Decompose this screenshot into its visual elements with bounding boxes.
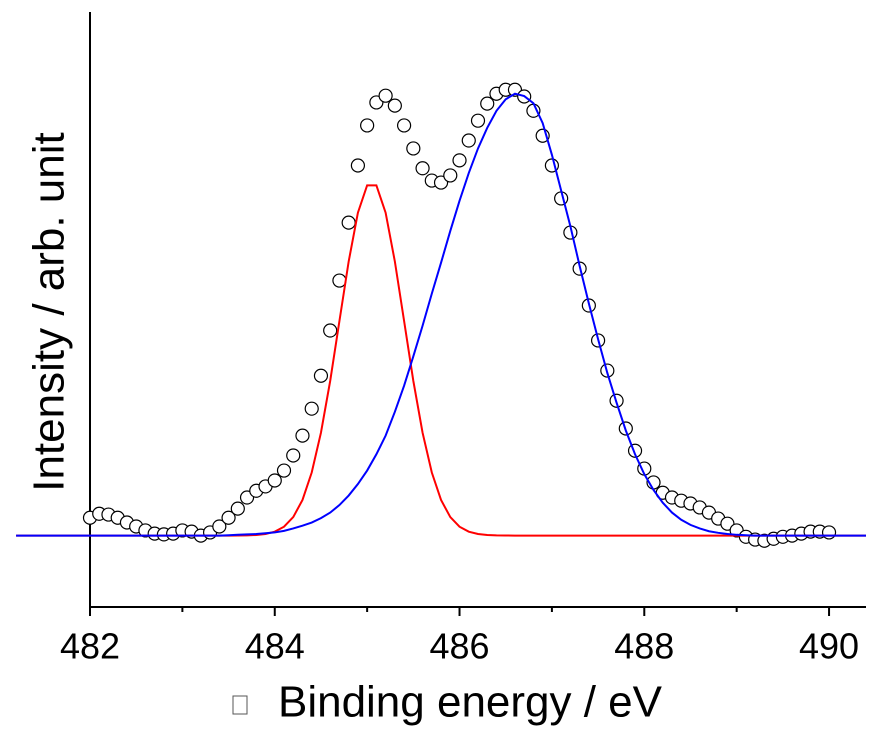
data-point [470, 113, 486, 128]
data-point [332, 273, 347, 288]
data-point [304, 401, 319, 416]
data-point [360, 118, 375, 133]
x-tick-label: 482 [60, 626, 120, 667]
data-point [267, 473, 282, 488]
data-point [323, 323, 338, 338]
data-point [452, 153, 467, 168]
data-point [480, 96, 495, 111]
data-point [433, 175, 449, 190]
x-tick-label: 488 [614, 626, 674, 667]
data-point [295, 428, 310, 443]
data-point [406, 141, 421, 156]
fit-curve [16, 92, 866, 537]
data-point [461, 133, 476, 148]
data-point [821, 525, 837, 540]
data-point [341, 215, 356, 230]
data-point [387, 98, 402, 113]
data-point [212, 519, 227, 534]
data-point [276, 463, 292, 478]
data-point [230, 501, 245, 516]
x-tick-label: 490 [799, 626, 859, 667]
x-tick-label: 486 [429, 626, 489, 667]
data-point [286, 448, 301, 463]
data-point [221, 510, 236, 525]
x-axis-label: Binding energy / eV [278, 678, 663, 727]
data-point [378, 88, 393, 103]
data-point [313, 368, 329, 383]
data-point [396, 118, 412, 133]
data-point [350, 158, 366, 173]
glyph-box [232, 695, 248, 715]
y-axis-label: Intensity / arb. unit [25, 132, 74, 492]
x-tick-label: 484 [245, 626, 305, 667]
fit-curve [16, 184, 866, 537]
data-point [443, 168, 458, 183]
data-point [415, 161, 430, 176]
